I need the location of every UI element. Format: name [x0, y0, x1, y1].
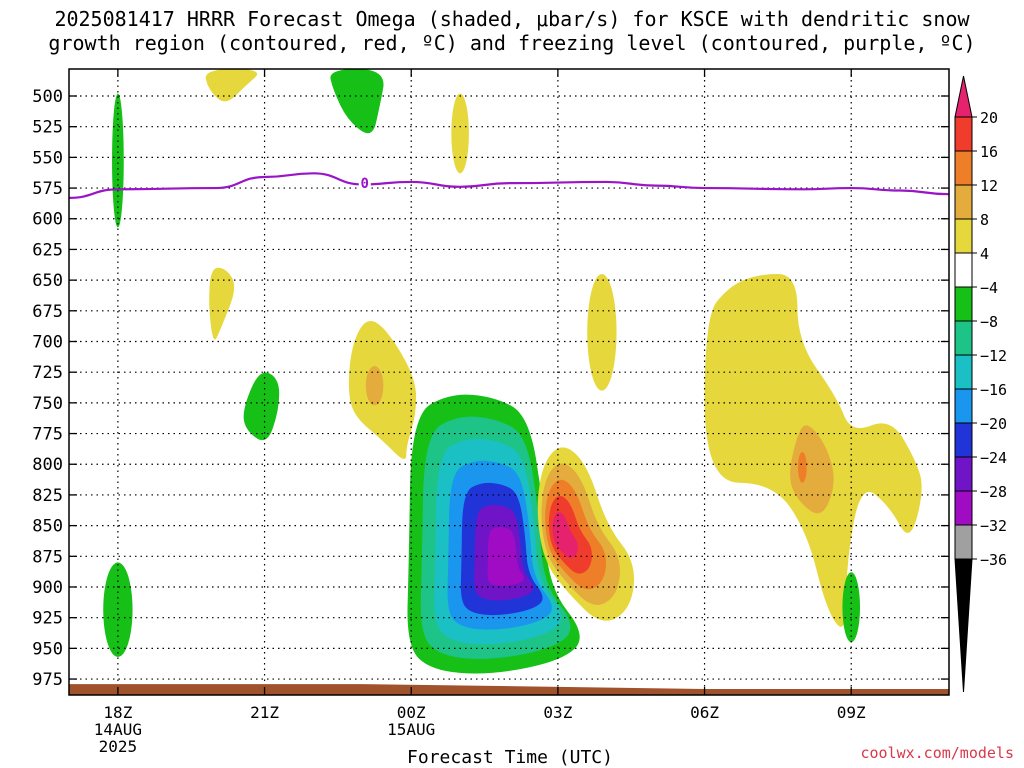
- colorbar-swatch-1: [954, 116, 973, 152]
- y-tick-label-850: 850: [32, 517, 63, 537]
- omega-region-14: [797, 451, 807, 483]
- colorbar-swatch-10: [954, 422, 973, 458]
- x-tick-label-0-0: 18Z: [103, 703, 132, 722]
- omega-region-5: [209, 267, 235, 340]
- x-tick-label-2-0: 00Z: [397, 703, 426, 722]
- x-tick-label-2-1: 15AUG: [387, 720, 435, 739]
- colorbar-bottom-arrow: [954, 558, 973, 693]
- omega-region-6: [243, 372, 280, 441]
- chart-title-line-1: 2025081417 HRRR Forecast Omega (shaded, …: [54, 7, 970, 31]
- colorbar-swatch-4: [954, 218, 973, 254]
- colorbar-label-3: 8: [980, 211, 989, 229]
- freezing-level-label-bg: [358, 174, 371, 192]
- chart-title-line-2: growth region (contoured, red, ºC) and f…: [48, 31, 976, 55]
- plot-frame: [68, 68, 950, 696]
- omega-region-9: [587, 273, 617, 391]
- omega-region-3: [451, 93, 469, 174]
- x-tick-label-0-2: 2025: [99, 737, 138, 756]
- colorbar-legend: 20 16 12 8 4 −4 −8 −12 −16 −20 −24 −28 −32 −36: [954, 75, 1007, 693]
- grid-lines: [69, 69, 949, 695]
- colorbar-label-1: 16: [980, 143, 998, 161]
- colorbar-label-6: −8: [980, 313, 998, 331]
- freezing-level-line: [69, 172, 949, 199]
- y-tick-label-800: 800: [32, 455, 63, 475]
- omega-shading-layer: [103, 69, 922, 674]
- x-axis-label: Forecast Time (UTC): [407, 747, 613, 768]
- omega-core-11-level-4: [552, 512, 578, 558]
- terrain-layer: [69, 684, 949, 695]
- omega-region-15: [842, 572, 861, 643]
- y-tick-label-500: 500: [32, 87, 63, 107]
- y-tick-label-650: 650: [32, 271, 63, 291]
- omega-core-10-level-6: [487, 526, 524, 586]
- y-tick-label-975: 975: [32, 670, 63, 690]
- colorbar-swatch-11: [954, 456, 973, 492]
- colorbar-swatch-7: [954, 320, 973, 356]
- y-tick-label-900: 900: [32, 578, 63, 598]
- y-tick-label-675: 675: [32, 302, 63, 322]
- colorbar-label-4: 4: [980, 245, 989, 263]
- colorbar-swatch-8: [954, 354, 973, 390]
- freezing-level-label: 0: [361, 176, 369, 192]
- terrain-fill: [69, 684, 949, 695]
- omega-region-2: [330, 69, 384, 134]
- x-tick-label-3-0: 03Z: [543, 703, 572, 722]
- omega-region-13: [790, 425, 834, 514]
- y-tick-label-625: 625: [32, 240, 63, 260]
- chart-title: 2025081417 HRRR Forecast Omega (shaded, …: [0, 7, 1024, 55]
- y-tick-label-875: 875: [32, 547, 63, 567]
- colorbar-swatch-5: [954, 252, 973, 288]
- y-tick-label-525: 525: [32, 118, 63, 138]
- y-tick-label-600: 600: [32, 210, 63, 230]
- colorbar-label-8: −16: [980, 381, 1007, 399]
- y-tick-label-775: 775: [32, 425, 63, 445]
- colorbar-label-11: −28: [980, 483, 1007, 501]
- colorbar-label-12: −32: [980, 517, 1007, 535]
- freezing-level-layer: 0: [69, 172, 949, 199]
- y-tick-label-575: 575: [32, 179, 63, 199]
- colorbar-label-10: −24: [980, 449, 1007, 467]
- colorbar-swatch-2: [954, 150, 973, 186]
- y-tick-label-950: 950: [32, 639, 63, 659]
- y-tick-label-750: 750: [32, 394, 63, 414]
- x-tick-label-4-0: 06Z: [690, 703, 719, 722]
- y-axis: 500 525 550 575 600 625 650 675 700 725 750 775 800 8…: [32, 87, 949, 690]
- colorbar-label-9: −20: [980, 415, 1007, 433]
- y-tick-label-825: 825: [32, 486, 63, 506]
- source-credit: coolwx.com/models: [860, 744, 1014, 762]
- colorbar-label-5: −4: [980, 279, 998, 297]
- omega-region-0: [112, 93, 124, 228]
- colorbar-top-arrow: [954, 75, 973, 118]
- omega-region-8: [365, 366, 384, 406]
- colorbar-swatch-12: [954, 490, 973, 526]
- y-tick-label-925: 925: [32, 609, 63, 629]
- x-tick-label-1-0: 21Z: [250, 703, 279, 722]
- colorbar-swatch-6: [954, 286, 973, 322]
- omega-region-1: [205, 69, 258, 102]
- colorbar-swatch-13: [954, 524, 973, 560]
- colorbar-swatch-9: [954, 388, 973, 424]
- y-tick-label-550: 550: [32, 148, 63, 168]
- colorbar-label-13: −36: [980, 551, 1007, 569]
- omega-region-4: [103, 562, 133, 657]
- y-tick-label-700: 700: [32, 332, 63, 352]
- colorbar-label-7: −12: [980, 347, 1007, 365]
- y-tick-label-725: 725: [32, 363, 63, 383]
- colorbar-label-0: 20: [980, 109, 998, 127]
- x-tick-label-0-1: 14AUG: [94, 720, 142, 739]
- colorbar-swatch-3: [954, 184, 973, 220]
- colorbar-label-2: 12: [980, 177, 998, 195]
- x-tick-label-5-0: 09Z: [837, 703, 866, 722]
